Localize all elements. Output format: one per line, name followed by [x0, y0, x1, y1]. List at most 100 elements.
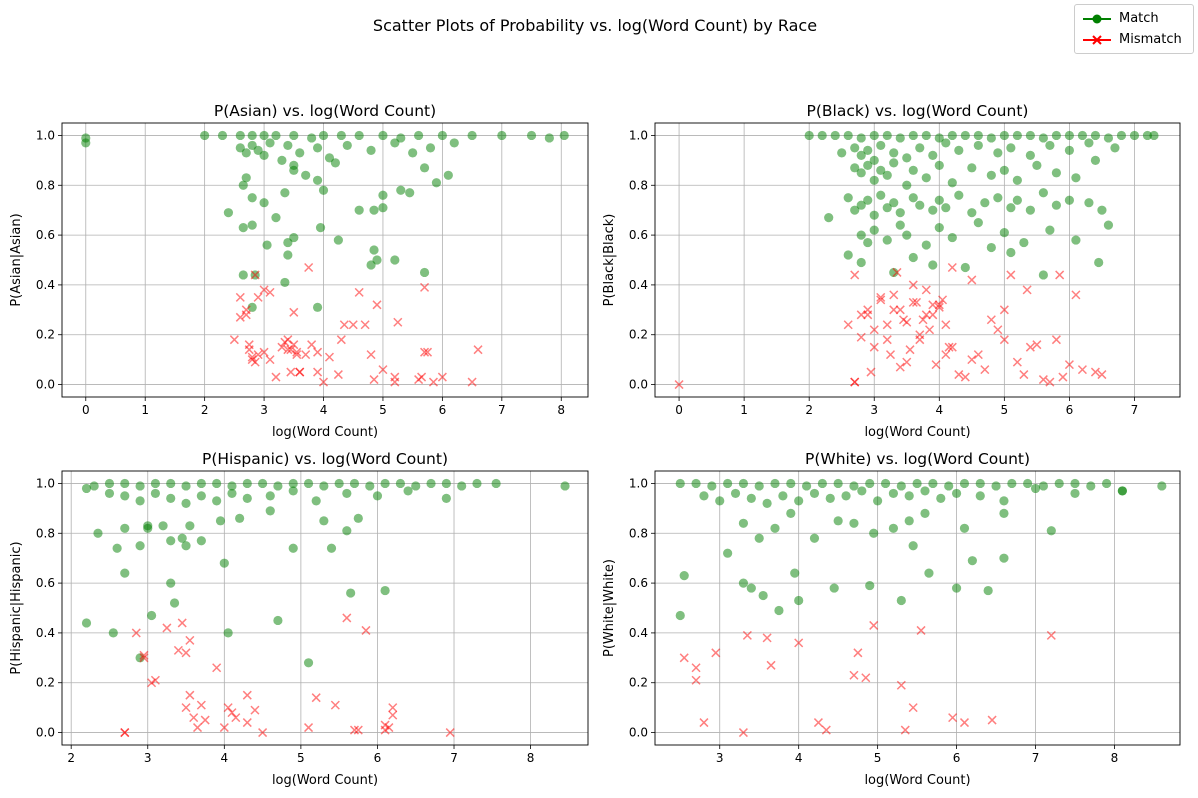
- chart-1-series-mismatch: [229, 262, 483, 387]
- chart-4-match-point: [896, 481, 906, 491]
- chart-2-match-point: [908, 130, 918, 141]
- chart-1-match-point: [247, 130, 257, 141]
- chart-2-mismatch-point: [856, 332, 866, 342]
- chart-3-mismatch-point: [131, 628, 141, 638]
- chart-2-match-point: [1019, 237, 1029, 248]
- chart-4-match-point: [778, 491, 788, 501]
- chart-2-mismatch-point: [905, 345, 915, 355]
- chart-2-title: P(Black) vs. log(Word Count): [807, 102, 1029, 120]
- chart-4-match-point: [675, 610, 685, 621]
- chart-3-match-point: [265, 491, 275, 501]
- chart-2: 0 1 2 3 4 5 6 7 0.0 0.2 0.4 0.6 0.8 1.0 P(Black) vs. l…: [602, 102, 1181, 440]
- chart-2-match-point: [908, 165, 918, 175]
- chart-1-x-tick-label: 2: [201, 403, 209, 417]
- chart-2-mismatch-point: [1032, 340, 1042, 350]
- chart-1-axes-frame: [61, 122, 589, 398]
- chart-1-mismatch-point: [286, 367, 296, 377]
- chart-1-mismatch-point: [339, 320, 349, 330]
- chart-1-mismatch-point: [417, 372, 427, 382]
- chart-4-mismatch-point: [916, 625, 926, 635]
- chart-3-match-point: [491, 478, 501, 489]
- chart-1-mismatch-point: [372, 300, 382, 310]
- chart-4-match-point: [869, 528, 879, 538]
- chart-2-match-point: [934, 133, 944, 143]
- chart-2-match-point: [908, 193, 918, 203]
- chart-3-match-point: [311, 496, 321, 506]
- chart-4-match-point: [924, 568, 934, 578]
- chart-2-mismatch-point: [674, 380, 684, 390]
- chart-3-x-axis-label: log(Word Count): [272, 773, 378, 788]
- chart-3-match-point: [135, 496, 145, 506]
- chart-3-match-point: [215, 516, 226, 526]
- chart-2-match-point: [999, 228, 1009, 238]
- chart-2-mismatch-point: [944, 342, 954, 352]
- chart-4-match-point: [754, 481, 764, 491]
- chart-2-match-point: [1051, 200, 1061, 210]
- chart-1-match-point: [280, 188, 290, 198]
- chart-2-series-mismatch: [674, 262, 1107, 390]
- chart-3-match-point: [426, 478, 436, 489]
- chart-1-mismatch-point: [280, 337, 290, 347]
- chart-3-match-point: [349, 478, 360, 489]
- chart-4-x-axis-label: log(Word Count): [864, 773, 970, 788]
- chart-1-mismatch-point: [235, 312, 245, 322]
- chart-4-match-point: [944, 481, 954, 491]
- chart-2-match-point: [863, 237, 873, 248]
- chart-1-y-tick-label: 0.4: [36, 278, 55, 292]
- chart-2-mismatch-point: [918, 315, 928, 325]
- chart-2-match-point: [876, 165, 886, 175]
- chart-1-match-point: [330, 158, 341, 168]
- chart-2-mismatch-point: [928, 300, 938, 310]
- chart-4-match-point: [762, 498, 772, 508]
- chart-1-match-point: [405, 188, 415, 198]
- chart-2-x-tick-label: 4: [935, 403, 943, 417]
- chart-1-mismatch-point: [304, 262, 314, 273]
- chart-2-match-point: [1012, 130, 1022, 141]
- chart-3-mismatch-point: [384, 723, 394, 733]
- chart-1-mismatch-point: [333, 370, 343, 380]
- chart-3-mismatch-point: [445, 728, 455, 738]
- chart-4-match-point: [1070, 478, 1080, 489]
- chart-2-match-point: [1012, 195, 1022, 205]
- chart-3-match-point: [411, 481, 421, 491]
- chart-2-match-point: [856, 168, 866, 178]
- chart-3-match-point: [441, 493, 451, 503]
- chart-1-match-point: [354, 205, 364, 215]
- chart-2-match-point: [1064, 195, 1075, 205]
- chart-1-match-point: [443, 170, 453, 180]
- chart-2-mismatch-point: [1022, 285, 1032, 295]
- chart-4-mismatch-point: [699, 718, 709, 728]
- chart-2-match-point: [869, 130, 879, 141]
- chart-2-mismatch-point: [960, 372, 970, 382]
- chart-1-match-point: [295, 148, 305, 158]
- chart-2-match-point: [889, 158, 899, 168]
- chart-4-match-point: [888, 523, 899, 533]
- chart-1-mismatch-point: [390, 377, 400, 387]
- chart-2-match-point: [1090, 155, 1101, 165]
- chart-4-mismatch-point: [900, 725, 910, 735]
- chart-4-match-point: [817, 478, 827, 489]
- chart-4-match-point: [936, 493, 946, 503]
- chart-1-y-tick-label: 1.0: [36, 128, 55, 142]
- chart-3-match-point: [93, 528, 103, 538]
- chart-4-match-point: [1023, 478, 1033, 489]
- chart-3-axes-frame: [61, 470, 589, 746]
- chart-4-match-point: [983, 585, 993, 596]
- chart-3-mismatch-point: [192, 723, 203, 733]
- legend-label-mismatch: Mismatch: [1119, 32, 1182, 47]
- chart-3-x-tick-label: 7: [450, 751, 458, 765]
- chart-3-match-point: [120, 491, 130, 501]
- chart-2-mismatch-point: [931, 360, 941, 370]
- chart-2-match-point: [960, 130, 970, 141]
- chart-2-match-point: [928, 205, 938, 215]
- chart-1-mismatch-point: [253, 292, 263, 302]
- chart-4-mismatch-point: [948, 713, 958, 723]
- chart-3-match-point: [196, 491, 206, 501]
- chart-3-mismatch-point: [311, 693, 321, 703]
- chart-2-match-point: [928, 150, 938, 160]
- chart-2-match-point: [915, 200, 925, 210]
- chart-2-match-point: [902, 180, 912, 190]
- chart-4-y-tick-label: 0.8: [629, 526, 648, 540]
- chart-3-match-point: [120, 478, 130, 489]
- chart-3-match-point: [166, 493, 176, 503]
